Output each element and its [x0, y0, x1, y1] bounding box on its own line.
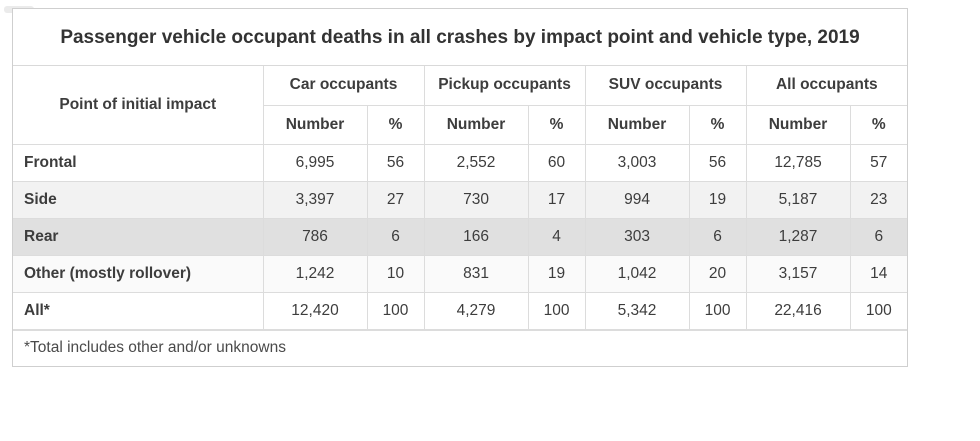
table-row-all: All* 12,420 100 4,279 100 5,342 100 22,4…	[13, 291, 908, 330]
cell-side-car-number: 3,397	[262, 180, 368, 219]
cell-all-suv-percent: 100	[688, 291, 747, 330]
subheader-suv-percent: %	[688, 104, 747, 145]
cell-other-pickup-percent: 19	[527, 254, 586, 293]
fatality-table-card: Passenger vehicle occupant deaths in all…	[12, 8, 908, 367]
cell-side-suv-number: 994	[584, 180, 690, 219]
cell-all-all-percent: 100	[849, 291, 908, 330]
cell-other-all-number: 3,157	[745, 254, 851, 293]
cell-frontal-all-number: 12,785	[745, 143, 851, 182]
cell-frontal-pickup-percent: 60	[527, 143, 586, 182]
cell-all-all-number: 22,416	[745, 291, 851, 330]
cell-rear-pickup-percent: 4	[527, 217, 586, 256]
cell-other-pickup-number: 831	[423, 254, 529, 293]
group-header-all-occupants: All occupants	[745, 66, 908, 106]
cell-all-suv-number: 5,342	[584, 291, 690, 330]
cell-rear-car-number: 786	[262, 217, 368, 256]
cell-frontal-suv-percent: 56	[688, 143, 747, 182]
cell-rear-pickup-number: 166	[423, 217, 529, 256]
fatality-table: Point of initial impact Car occupants Pi…	[13, 66, 908, 330]
cell-other-car-percent: 10	[366, 254, 425, 293]
cell-frontal-car-percent: 56	[366, 143, 425, 182]
cell-side-all-percent: 23	[849, 180, 908, 219]
table-footnote: *Total includes other and/or unknowns	[13, 329, 907, 366]
cell-rear-suv-number: 303	[584, 217, 690, 256]
cell-other-car-number: 1,242	[262, 254, 368, 293]
cell-side-pickup-percent: 17	[527, 180, 586, 219]
group-header-suv-occupants: SUV occupants	[584, 66, 747, 106]
row-label-all: All*	[13, 291, 264, 330]
group-header-car-occupants: Car occupants	[262, 66, 425, 106]
table-row-rear: Rear 786 6 166 4 303 6 1,287 6	[13, 217, 908, 256]
subheader-pickup-percent: %	[527, 104, 586, 145]
cell-rear-car-percent: 6	[366, 217, 425, 256]
cell-all-pickup-percent: 100	[527, 291, 586, 330]
cell-other-suv-number: 1,042	[584, 254, 690, 293]
subheader-car-number: Number	[263, 104, 368, 145]
cell-frontal-pickup-number: 2,552	[423, 143, 529, 182]
cell-all-car-percent: 100	[366, 291, 425, 330]
cell-other-all-percent: 14	[849, 254, 908, 293]
cell-side-car-percent: 27	[366, 180, 425, 219]
cell-all-car-number: 12,420	[262, 291, 368, 330]
cell-other-suv-percent: 20	[688, 254, 747, 293]
row-label-side: Side	[13, 180, 264, 219]
subheader-suv-number: Number	[584, 104, 690, 145]
row-label-rear: Rear	[13, 217, 264, 256]
subheader-car-percent: %	[366, 104, 425, 145]
group-header-pickup-occupants: Pickup occupants	[423, 66, 586, 106]
row-label-other: Other (mostly rollover)	[13, 254, 264, 293]
cell-rear-all-number: 1,287	[745, 217, 851, 256]
cell-side-all-number: 5,187	[745, 180, 851, 219]
subheader-all-number: Number	[745, 104, 851, 145]
cell-side-pickup-number: 730	[423, 180, 529, 219]
subheader-pickup-number: Number	[423, 104, 529, 145]
row-label-frontal: Frontal	[13, 143, 264, 182]
table-title: Passenger vehicle occupant deaths in all…	[13, 9, 907, 66]
cell-frontal-suv-number: 3,003	[584, 143, 690, 182]
cell-rear-all-percent: 6	[849, 217, 908, 256]
column-header-impact-point: Point of initial impact	[13, 66, 264, 145]
cell-frontal-car-number: 6,995	[262, 143, 368, 182]
table-row-side: Side 3,397 27 730 17 994 19 5,187 23	[13, 180, 908, 219]
table-row-frontal: Frontal 6,995 56 2,552 60 3,003 56 12,78…	[13, 143, 908, 182]
cell-side-suv-percent: 19	[688, 180, 747, 219]
cell-rear-suv-percent: 6	[688, 217, 747, 256]
cell-frontal-all-percent: 57	[849, 143, 908, 182]
cell-all-pickup-number: 4,279	[423, 291, 529, 330]
table-row-other: Other (mostly rollover) 1,242 10 831 19 …	[13, 254, 908, 293]
subheader-all-percent: %	[849, 104, 908, 145]
